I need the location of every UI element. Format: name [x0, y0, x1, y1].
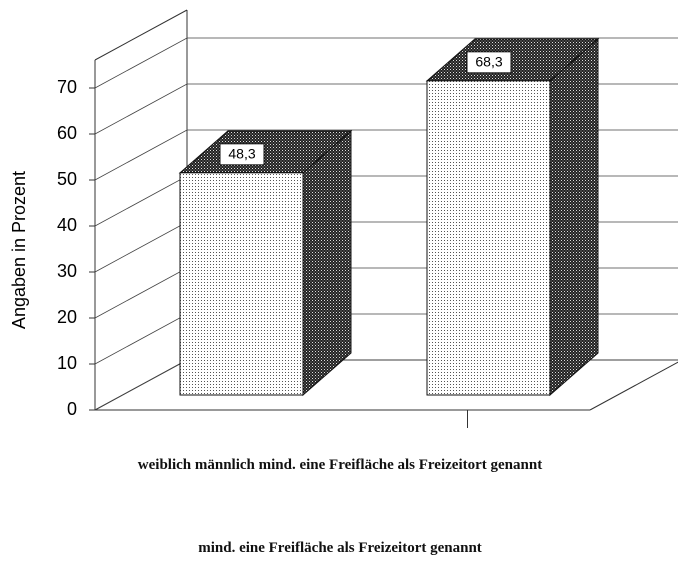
- caption: mind. eine Freifläche als Freizeitort ge…: [198, 540, 482, 556]
- floor-right: [589, 361, 678, 411]
- y-tick-label: 30: [57, 261, 77, 281]
- grid-line: [94, 37, 678, 89]
- y-tick-label: 10: [57, 353, 77, 373]
- y-tick-label: 20: [57, 307, 77, 327]
- value-label: 48,3: [228, 146, 255, 162]
- y-axis-label: Angaben in Prozent: [9, 171, 29, 329]
- bar: [426, 80, 551, 396]
- y-tick-label: 50: [57, 169, 77, 189]
- value-label: 68,3: [475, 54, 502, 70]
- chart: Angaben in Prozent 0 10 20 30 40 50 60 70 48,3 68…: [9, 9, 678, 428]
- y-tick-label: 60: [57, 123, 77, 143]
- y-tick-label: 0: [67, 399, 77, 419]
- bar-side: [549, 37, 599, 397]
- y-tick-label: 70: [57, 77, 77, 97]
- x-axis-label: weiblich männlich mind. eine Freifläche …: [137, 457, 543, 473]
- side-wall-top: [94, 9, 188, 61]
- y-tick-label: 40: [57, 215, 77, 235]
- bar: [179, 172, 304, 396]
- value-label-box: [466, 51, 512, 74]
- bar-side: [302, 129, 352, 397]
- value-label-box: [219, 143, 265, 166]
